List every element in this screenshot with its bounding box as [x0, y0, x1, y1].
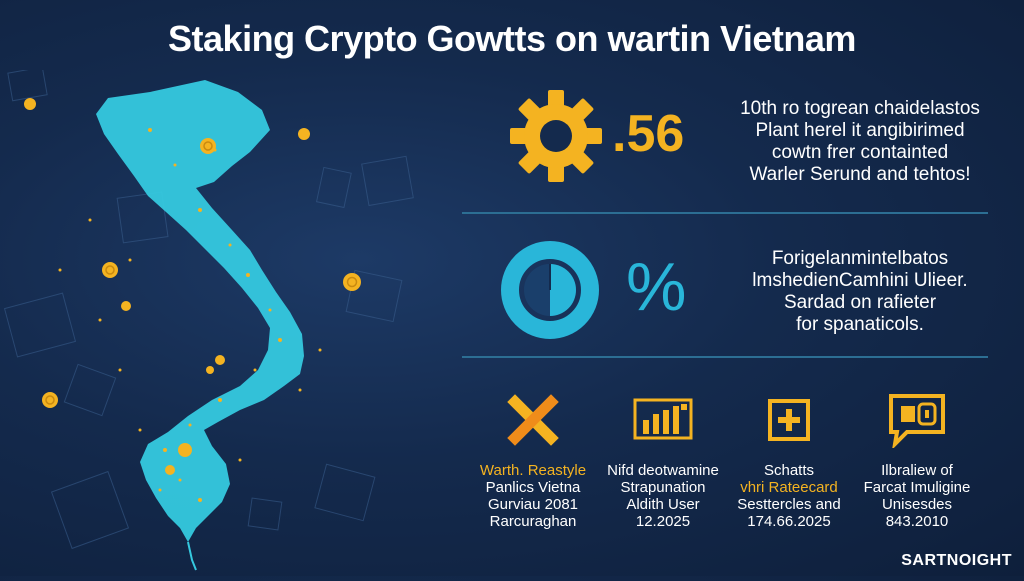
- stat-description-line: cowtn frer containted: [771, 142, 949, 163]
- stat-description-2: Forigelanmintelbatos lmshedienCamhini Ul…: [720, 248, 1000, 336]
- stat-description-line: for spanaticols.: [796, 314, 924, 335]
- stat-description-line: Sardad on rafieter: [783, 292, 937, 313]
- bar-chart-icon: [598, 392, 728, 448]
- feature-line: 843.2010: [885, 513, 949, 530]
- stat-description-line: Warler Serund and tehtos!: [749, 164, 971, 185]
- pie-chart-icon: [500, 240, 600, 340]
- feature-item-2: Nifd deotwamine Strapunation Aldith User…: [598, 392, 728, 530]
- brand-logo: SARTNOIGHT: [901, 552, 1012, 569]
- feature-line: 12.2025: [635, 513, 691, 530]
- plus-box-icon: [724, 392, 854, 448]
- feature-item-3: Schatts vhri Rateecard Sesttercles and 1…: [724, 392, 854, 530]
- feature-line: Gurviau 2081: [487, 496, 579, 513]
- gear-icon: [508, 88, 604, 184]
- section-divider: [462, 356, 988, 358]
- stat-description-line: lmshedienCamhini Ulieer.: [752, 270, 968, 291]
- feature-line: 174.66.2025: [747, 513, 831, 530]
- vietnam-map: [0, 66, 470, 576]
- feature-line: Farcat Imuligine: [863, 479, 971, 496]
- feature-line: Rarcuraghan: [489, 513, 577, 530]
- stat-description-1: 10th ro togrean chaidelastos Plant herel…: [720, 98, 1000, 186]
- feature-heading: vhri Rateecard: [740, 479, 838, 496]
- stat-value-2: %: [626, 249, 687, 325]
- cross-icon: [468, 392, 598, 448]
- feature-line: Sesttercles and: [737, 496, 841, 513]
- feature-line: Schatts: [763, 462, 815, 479]
- page-title: Staking Crypto Gowtts on wartin Vietnam: [168, 18, 856, 59]
- feature-line: Panlics Vietna: [485, 479, 581, 496]
- feature-line: Nifd deotwamine: [607, 462, 719, 479]
- section-divider: [462, 212, 988, 214]
- feature-heading: Warth. Reastyle: [479, 462, 587, 479]
- feature-line: Strapunation: [620, 479, 706, 496]
- stat-description-line: 10th ro togrean chaidelastos: [740, 98, 980, 119]
- stat-description-line: Plant herel it angibirimed: [755, 120, 965, 141]
- feature-line: Ilbraliew of: [881, 462, 953, 479]
- feature-line: Unisesdes: [881, 496, 953, 513]
- feature-line: Aldith User: [626, 496, 700, 513]
- feature-item-1: Warth. Reastyle Panlics Vietna Gurviau 2…: [468, 392, 598, 530]
- chat-lock-icon: [852, 392, 982, 448]
- stat-description-line: Forigelanmintelbatos: [771, 248, 949, 269]
- feature-item-4: Ilbraliew of Farcat Imuligine Unisesdes …: [852, 392, 982, 530]
- stat-value-1: .56: [612, 105, 685, 163]
